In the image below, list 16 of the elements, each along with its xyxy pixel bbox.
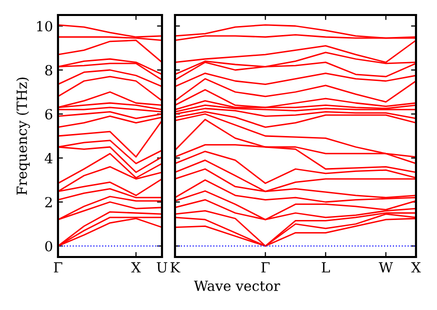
y-tick-label: 8 <box>45 64 52 76</box>
x-tick-label: Γ <box>54 262 62 272</box>
y-tick-label: 6 <box>45 108 52 120</box>
x-axis-title: Wave vector <box>194 280 280 292</box>
x-tick-label: W <box>378 262 393 272</box>
y-tick-label: 4 <box>44 152 52 164</box>
x-tick-label: K <box>170 262 180 272</box>
x-tick-label: L <box>322 262 330 272</box>
y-tick-label: 2 <box>45 196 52 208</box>
y-tick-label: 10 <box>37 20 52 32</box>
x-tick-label: X <box>131 262 141 272</box>
x-tick-label: U <box>156 262 168 273</box>
x-tick-label: X <box>411 262 421 272</box>
y-tick-label: 0 <box>45 240 52 252</box>
x-tick-label: Γ <box>261 262 270 272</box>
y-axis-title: Frequency (THz) <box>16 78 30 195</box>
